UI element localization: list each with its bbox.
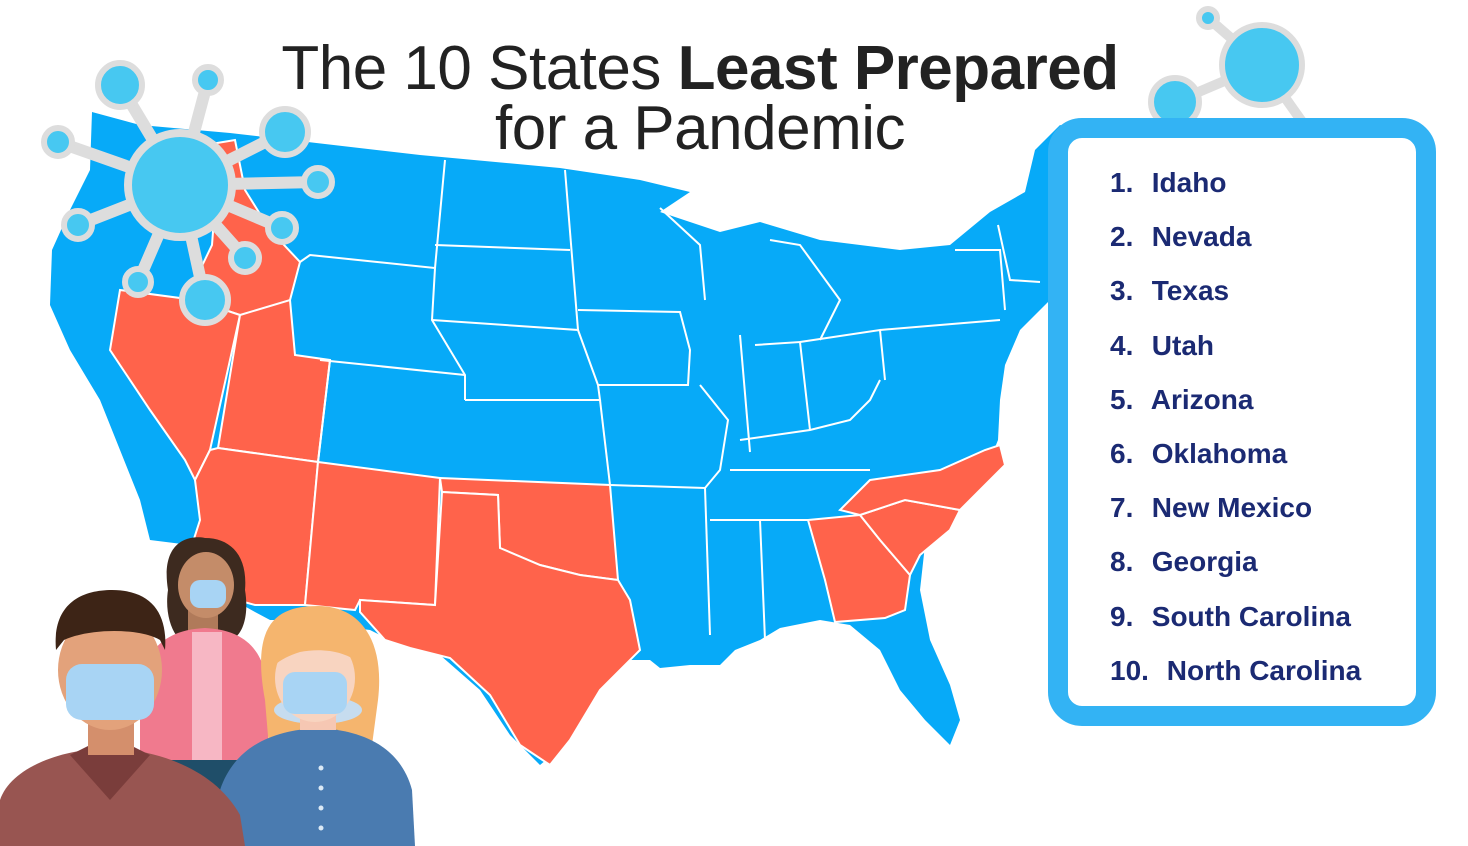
ranking-number: 1. <box>1110 167 1134 198</box>
ranking-state: Utah <box>1144 329 1214 361</box>
ranking-state: Nevada <box>1144 221 1252 253</box>
ranking-state: South Carolina <box>1144 600 1351 632</box>
state-borders <box>299 159 1041 641</box>
ranking-item: 9. South Carolina <box>1110 594 1361 648</box>
ranking-number: 10. <box>1110 654 1149 686</box>
ranking-item: 3. Texas <box>1110 268 1361 322</box>
ranking-state: Texas <box>1144 275 1230 307</box>
ranking-number: 3. <box>1110 275 1134 307</box>
state-texas <box>359 490 642 767</box>
ranking-item: 1. Idaho <box>1110 160 1361 214</box>
ranking-item: 7. New Mexico <box>1110 485 1361 539</box>
masked-people-illustration <box>0 537 415 846</box>
ranking-number: 2. <box>1110 221 1134 253</box>
title-bold: Least Prepared <box>677 34 1120 103</box>
ranking-state: Idaho <box>1144 167 1227 198</box>
ranking-item: 4. Utah <box>1110 323 1361 377</box>
ranking-item: 6. Oklahoma <box>1110 431 1361 485</box>
ranking-state: Oklahoma <box>1144 437 1288 469</box>
ranking-item: 8. Georgia <box>1110 539 1361 593</box>
ranking-number: 9. <box>1110 600 1134 632</box>
person-left <box>0 590 245 846</box>
state-new-mexico <box>303 460 442 612</box>
title-light: The 10 States <box>281 34 678 103</box>
ranking-state: Georgia <box>1144 546 1258 578</box>
ranking-number: 7. <box>1110 492 1134 524</box>
ranking-state: North Carolina <box>1159 654 1362 686</box>
virus-icon <box>41 60 335 326</box>
ranking-panel <box>1048 118 1436 726</box>
page-title-line2: for a Pandemic <box>495 94 906 163</box>
page-title-line1: The 10 States Least Prepared <box>0 38 1400 100</box>
state-north-carolina <box>838 443 1007 517</box>
ranking-state: Arizona <box>1144 383 1254 415</box>
ranking-number: 8. <box>1110 546 1134 578</box>
ranking-item: 5. Arizona <box>1110 377 1361 431</box>
ranking-item: 10. North Carolina <box>1110 648 1361 702</box>
ranking-number: 5. <box>1110 383 1134 415</box>
ranking-list: 1. Idaho 2. Nevada 3. Texas 4. Utah 5. Arizo… <box>1110 160 1361 702</box>
ranking-number: 6. <box>1110 437 1134 469</box>
person-right <box>215 606 415 846</box>
ranking-item: 2. Nevada <box>1110 214 1361 268</box>
ranking-number: 4. <box>1110 329 1134 361</box>
ranking-state: New Mexico <box>1144 492 1313 524</box>
